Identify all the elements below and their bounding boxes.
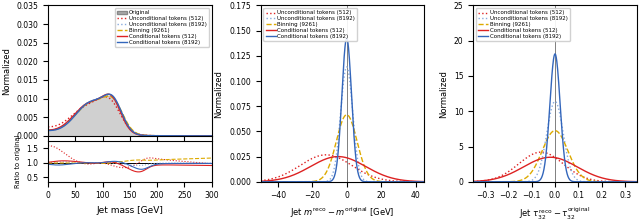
Y-axis label: Normalized: Normalized: [2, 47, 11, 95]
Legend: Unconditional tokens (512), Unconditional tokens (8192), Binning (9261), Conditi: Unconditional tokens (512), Unconditiona…: [476, 8, 570, 41]
Legend: Original, Unconditional tokens (512), Unconditional tokens (8192), Binning (9261: Original, Unconditional tokens (512), Un…: [115, 8, 209, 47]
Y-axis label: Normalized: Normalized: [214, 70, 223, 118]
X-axis label: Jet $\tau_{32}^{\mathrm{reco}} - \tau_{32}^{\mathrm{original}}$: Jet $\tau_{32}^{\mathrm{reco}} - \tau_{3…: [519, 206, 591, 219]
Y-axis label: Ratio to original: Ratio to original: [15, 135, 20, 188]
X-axis label: Jet $m^{\mathrm{reco}} - m^{\mathrm{original}}$ [GeV]: Jet $m^{\mathrm{reco}} - m^{\mathrm{orig…: [290, 206, 395, 219]
Legend: Unconditional tokens (512), Unconditional tokens (8192), Binning (9261), Conditi: Unconditional tokens (512), Unconditiona…: [264, 8, 357, 41]
Y-axis label: Normalized: Normalized: [439, 70, 449, 118]
X-axis label: Jet mass [GeV]: Jet mass [GeV]: [97, 206, 163, 215]
